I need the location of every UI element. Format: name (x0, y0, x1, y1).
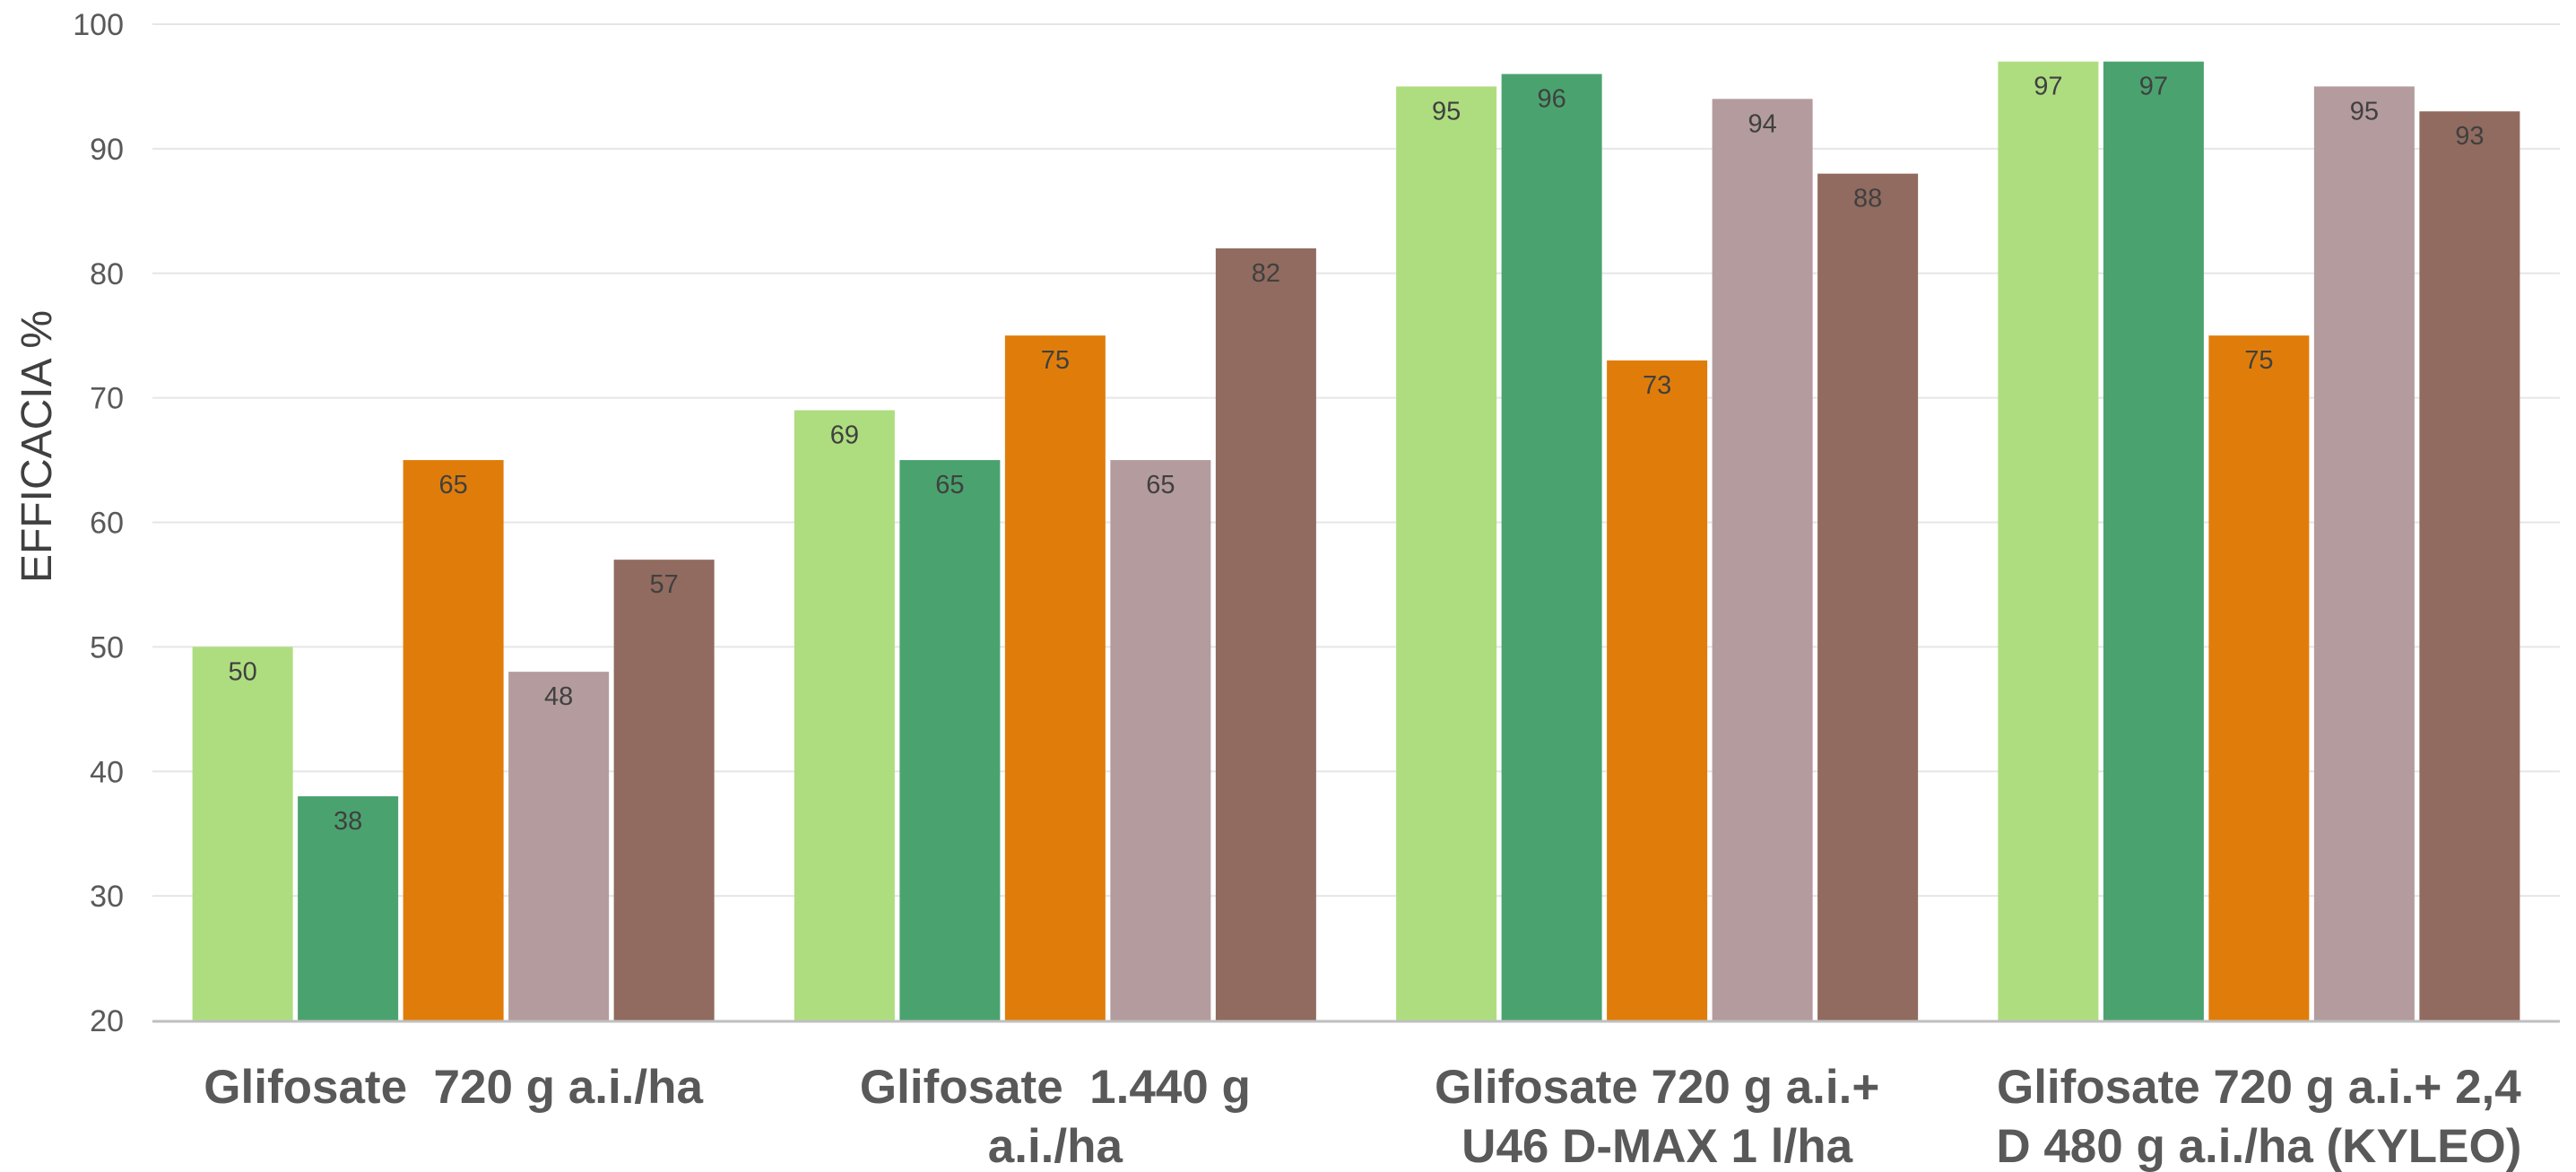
bar (1817, 173, 1919, 1020)
bar (508, 672, 610, 1020)
bar (1501, 74, 1602, 1020)
y-tick-label: 20 (90, 1004, 124, 1038)
data-label: 94 (1748, 109, 1776, 138)
category-label: D 480 g a.i./ha (KYLEO) (1996, 1120, 2521, 1172)
data-label: 75 (2244, 346, 2273, 375)
category-labels: Glifosate 720 g a.i./ha Glifosate 1.440 g… (204, 1061, 2521, 1172)
data-label: 95 (1432, 97, 1461, 126)
bar (403, 460, 504, 1020)
y-axis-ticks: 20 30 40 50 60 70 80 90 100 (73, 8, 124, 1038)
data-label: 65 (935, 471, 964, 499)
data-label: 88 (1853, 185, 1882, 213)
category-label: Glifosate 1.440 g (860, 1061, 1251, 1114)
bar (1110, 460, 1211, 1020)
y-tick-label: 30 (90, 880, 124, 914)
data-label: 57 (649, 570, 678, 599)
data-label: 96 (1537, 85, 1566, 114)
data-label: 97 (2139, 73, 2168, 101)
category-label: a.i./ha (988, 1120, 1123, 1172)
bar (1396, 86, 1497, 1020)
data-labels: 50 38 65 48 57 69 65 75 65 82 95 96 73 94 88 97 97 75 95 93 (228, 73, 2484, 836)
bar (794, 410, 895, 1020)
bar (2313, 86, 2415, 1020)
data-label: 97 (2034, 73, 2062, 101)
y-tick-label: 40 (90, 755, 124, 789)
y-tick-label: 80 (90, 257, 124, 291)
category-label: Glifosate 720 g a.i.+ 2,4 (1997, 1061, 2521, 1114)
y-tick-label: 50 (90, 630, 124, 664)
category-label: Glifosate 720 g a.i.+ (1435, 1061, 1879, 1114)
data-label: 82 (1252, 259, 1280, 288)
data-label: 65 (438, 471, 467, 499)
bar (2103, 61, 2204, 1021)
bar (899, 460, 1001, 1020)
y-tick-label: 100 (73, 8, 124, 42)
data-label: 75 (1041, 346, 1070, 375)
bar (298, 796, 399, 1020)
data-label: 38 (334, 807, 362, 836)
bar (2208, 335, 2310, 1020)
y-axis-label: EFFICACIA % (13, 310, 61, 583)
bar (1607, 360, 1708, 1020)
data-label: 69 (830, 421, 859, 450)
bar (1998, 61, 2099, 1021)
y-tick-label: 60 (90, 507, 124, 541)
bar (2419, 111, 2520, 1020)
bar (1712, 99, 1813, 1021)
bar (1215, 247, 1316, 1021)
bar (1004, 335, 1106, 1020)
category-label: U46 D-MAX 1 l/ha (1461, 1120, 1852, 1172)
y-tick-label: 70 (90, 382, 124, 416)
bar (192, 647, 293, 1020)
data-label: 93 (2455, 122, 2484, 151)
category-label: Glifosate 720 g a.i./ha (204, 1061, 703, 1114)
y-tick-label: 90 (90, 133, 124, 167)
data-label: 73 (1643, 371, 1671, 400)
data-label: 65 (1146, 471, 1175, 499)
bar (613, 560, 715, 1020)
bars (192, 61, 2520, 1021)
data-label: 50 (228, 657, 256, 686)
data-label: 95 (2350, 97, 2379, 126)
data-label: 48 (544, 682, 573, 711)
